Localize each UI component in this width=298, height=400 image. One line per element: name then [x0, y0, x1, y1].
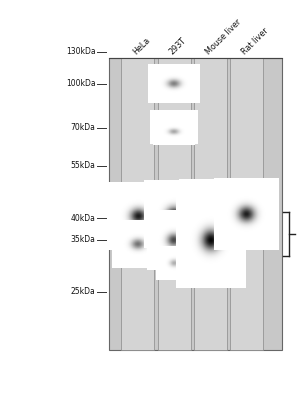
- Text: HeLa: HeLa: [131, 35, 152, 56]
- Bar: [158, 58, 190, 350]
- Text: Mouse liver: Mouse liver: [204, 17, 243, 56]
- Bar: [121, 58, 154, 350]
- Text: 130kDa: 130kDa: [66, 48, 95, 56]
- Text: 293T: 293T: [168, 36, 188, 56]
- Text: 35kDa: 35kDa: [71, 236, 95, 244]
- Bar: [194, 58, 227, 350]
- Text: 25kDa: 25kDa: [71, 288, 95, 296]
- Bar: [230, 58, 263, 350]
- Bar: [109, 58, 282, 350]
- Text: Rat liver: Rat liver: [240, 26, 271, 56]
- Text: 40kDa: 40kDa: [71, 214, 95, 222]
- Text: 100kDa: 100kDa: [66, 80, 95, 88]
- Text: 55kDa: 55kDa: [71, 162, 95, 170]
- Text: 70kDa: 70kDa: [71, 124, 95, 132]
